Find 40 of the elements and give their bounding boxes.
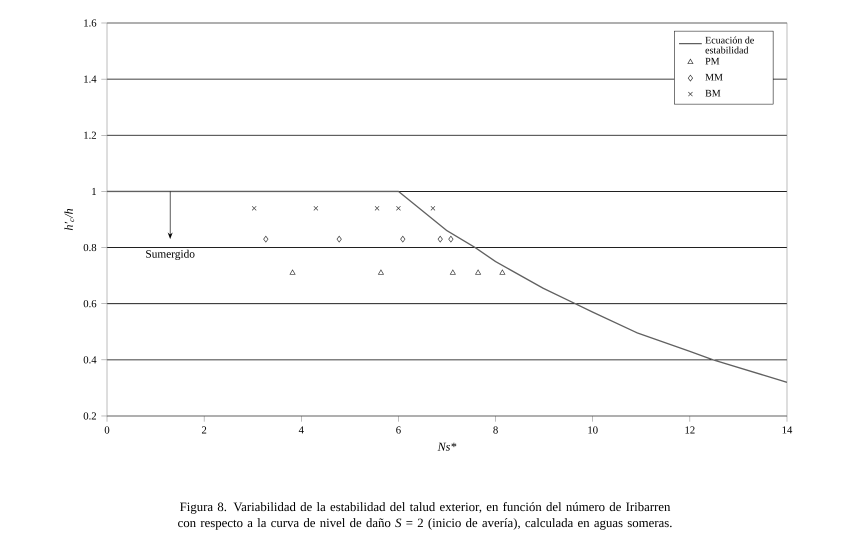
point	[336, 236, 342, 242]
y-tick-label: 0.8	[84, 244, 96, 252]
text: Figura 8. Variabilidad de la estabilidad del talud exterior, en función del número de Iribarren con respecto a la curva de nivel de daño S = 2 (inicio de avería), calculada en aguas someras.	[178, 502, 672, 530]
point	[374, 206, 380, 211]
y-tick-label: 1.6	[84, 19, 96, 27]
x-tick-label: 10	[588, 426, 598, 434]
y-axis-title: h′$_{c}$/h	[64, 208, 74, 230]
x-tick-label: 6	[396, 426, 401, 434]
legend-label: PM	[705, 58, 720, 64]
point	[450, 270, 456, 275]
legend-label: BM	[705, 90, 720, 96]
point	[252, 206, 257, 211]
point	[500, 270, 506, 275]
x-tick-label: 14	[782, 426, 792, 434]
point	[263, 236, 268, 242]
x-tick-label: 4	[298, 426, 304, 434]
annotation: Sumergido	[146, 250, 195, 260]
point	[396, 206, 401, 211]
point	[438, 236, 443, 242]
point	[448, 236, 454, 242]
legend-label: MM	[705, 74, 723, 80]
y-tick-label: 0.6	[84, 300, 96, 308]
x-tick-label: 0	[104, 426, 110, 434]
point	[313, 206, 318, 211]
y-tick-label: 0.2	[84, 412, 96, 420]
legend-label: Ecuación de estabilidad	[705, 36, 754, 54]
x-tick-label: 12	[685, 426, 695, 434]
point	[475, 270, 481, 275]
point	[400, 236, 406, 242]
y-tick-label: 0.4	[84, 356, 96, 364]
x-tick-label: 2	[202, 426, 206, 434]
point	[290, 270, 296, 275]
point	[378, 270, 384, 275]
point	[430, 206, 436, 211]
y-tick-label: 1	[92, 188, 96, 195]
line-series	[107, 190, 787, 383]
x-tick-label: 8	[493, 426, 498, 434]
y-tick-label: 1.2	[84, 132, 96, 139]
y-tick-label: 1.4	[84, 76, 96, 83]
x-axis-title: Ns*	[438, 442, 456, 451]
